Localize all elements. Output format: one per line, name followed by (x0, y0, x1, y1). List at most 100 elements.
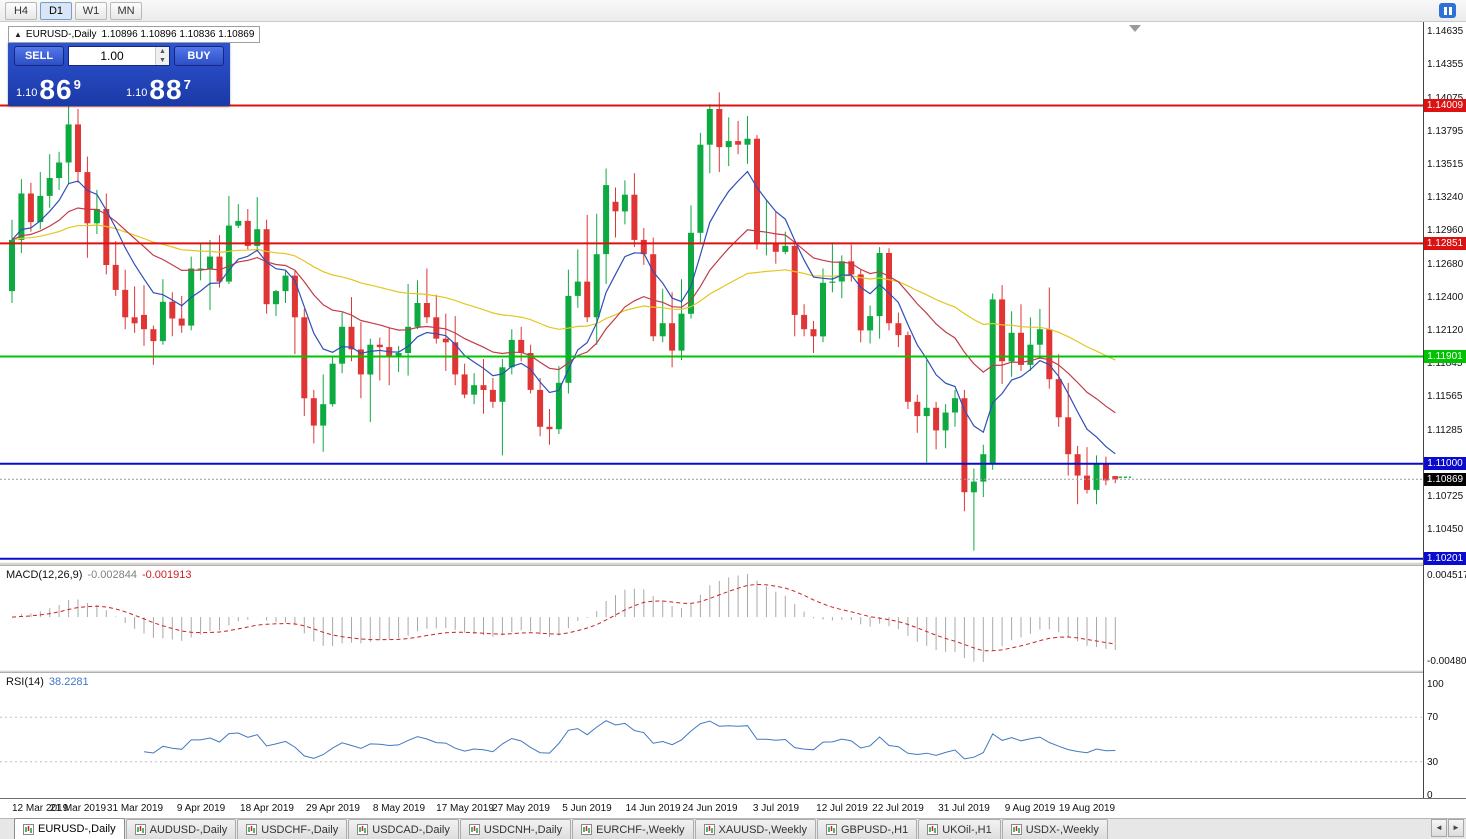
price-axis-label: 1.11285 (1427, 425, 1463, 436)
chart-icon (468, 824, 480, 835)
rsi-axis-label: 100 (1427, 679, 1444, 690)
collapse-panel-arrow[interactable]: ▲ (14, 29, 22, 39)
sell-price-sup: 9 (73, 77, 81, 92)
chart-icon (357, 824, 369, 835)
date-tick-label: 29 Apr 2019 (306, 803, 360, 814)
panel-separator[interactable] (0, 562, 1466, 566)
rsi-axis-label: 30 (1427, 757, 1439, 768)
chart-tabs: EURUSD-,Daily AUDUSD-,Daily USDCHF-,Daily U… (14, 818, 1109, 839)
price-axis-label: 1.14075 (1427, 93, 1463, 104)
panel-separator[interactable] (0, 670, 1466, 673)
timeframe-button-w1[interactable]: W1 (75, 2, 107, 20)
tab-label: UKOil-,H1 (942, 823, 992, 836)
date-tick-label: 27 May 2019 (492, 803, 550, 814)
price-chart-panel[interactable] (0, 22, 1423, 562)
macd-label: MACD(12,26,9) -0.002844 -0.001913 (6, 569, 192, 581)
chart-shift-marker-icon[interactable] (1129, 25, 1141, 32)
ohlc-values: 1.10896 1.10896 1.10836 1.10869 (101, 28, 255, 40)
macd-name: MACD(12,26,9) (6, 569, 83, 581)
chart-icon (134, 824, 146, 835)
rsi-name: RSI(14) (6, 676, 44, 688)
chart-tab-audusd[interactable]: AUDUSD-,Daily (125, 819, 237, 839)
macd-signal-line (11, 583, 1116, 652)
volume-spinner: ▲ ▼ (155, 47, 169, 65)
rsi-indicator-panel[interactable] (0, 673, 1423, 798)
level-price-badge: 1.11000 (1424, 457, 1466, 470)
sell-price-prefix: 1.10 (16, 87, 38, 99)
macd-axis-min: -0.004806 (1427, 656, 1466, 667)
price-axis-label: 1.10450 (1427, 524, 1464, 535)
timeframe-group: H4 D1 W1 MN (5, 1, 145, 20)
level-price-badge: 1.10201 (1424, 552, 1466, 565)
level-price-badge: 1.14009 (1424, 99, 1466, 112)
chart-icon (703, 824, 715, 835)
timeframe-button-h4[interactable]: H4 (5, 2, 37, 20)
buy-price-big: 88 (149, 74, 183, 105)
date-tick-label: 12 Mar 2019 (12, 803, 69, 814)
time-axis[interactable]: 12 Mar 2019 21 Mar 2019 31 Mar 2019 9 Apr 2… (0, 798, 1466, 818)
chart-tab-ukoil[interactable]: UKOil-,H1 (918, 819, 1001, 839)
price-axis-label: 1.13515 (1427, 159, 1464, 170)
rsi-canvas[interactable] (0, 673, 1423, 798)
date-tick-label: 12 Jul 2019 (816, 803, 868, 814)
date-tick-label: 31 Jul 2019 (938, 803, 990, 814)
price-axis-label: 1.10725 (1427, 491, 1464, 502)
tab-scroll-buttons: ◄ ► (1431, 819, 1464, 837)
tab-label: USDCNH-,Daily (483, 823, 563, 836)
chart-tab-xauusd[interactable]: XAUUSD-,Weekly (694, 819, 816, 839)
rsi-axis-label: 0 (1427, 790, 1433, 801)
moving-average-line (11, 224, 1116, 361)
chart-tab-usdchf[interactable]: USDCHF-,Daily (237, 819, 348, 839)
toolbar: H4 D1 W1 MN (0, 0, 1466, 22)
level-price-badge: 1.12851 (1424, 237, 1466, 250)
date-tick-label: 22 Jul 2019 (872, 803, 924, 814)
macd-main-value: -0.002844 (87, 569, 137, 581)
price-axis-label: 1.12960 (1427, 225, 1464, 236)
chart-icon (825, 824, 837, 835)
price-chart-canvas[interactable] (0, 22, 1423, 562)
volume-input[interactable] (69, 47, 155, 65)
chart-tab-eurchf[interactable]: EURCHF-,Weekly (572, 819, 694, 839)
current-price-badge: 1.10869 (1424, 473, 1466, 486)
app-icon-bar (1448, 6, 1452, 15)
chart-tab-eurusd[interactable]: EURUSD-,Daily (14, 818, 125, 839)
symbol-title: EURUSD-,Daily (25, 28, 97, 40)
rsi-value: 38.2281 (48, 676, 89, 688)
rsi-line (143, 720, 1116, 760)
chart-icon (927, 824, 939, 835)
tab-label: USDX-,Weekly (1025, 823, 1099, 836)
volume-box: ▲ ▼ (68, 46, 170, 66)
chart-tab-usdx[interactable]: USDX-,Weekly (1001, 819, 1108, 839)
chart-tab-usdcad[interactable]: USDCAD-,Daily (348, 819, 459, 839)
volume-up-arrow[interactable]: ▲ (156, 47, 169, 56)
date-tick-label: 17 May 2019 (436, 803, 494, 814)
chart-tab-usdcnh[interactable]: USDCNH-,Daily (459, 819, 572, 839)
buy-button[interactable]: BUY (174, 46, 224, 66)
tab-label: AUDUSD-,Daily (149, 823, 228, 836)
tab-scroll-right-icon[interactable]: ► (1448, 819, 1464, 837)
macd-indicator-panel[interactable] (0, 566, 1423, 670)
chart-tabs-bar: EURUSD-,Daily AUDUSD-,Daily USDCHF-,Daily U… (0, 818, 1466, 839)
buy-price-prefix: 1.10 (126, 87, 148, 99)
macd-canvas[interactable] (0, 566, 1423, 670)
price-axis-label: 1.12400 (1427, 292, 1464, 303)
timeframe-button-mn[interactable]: MN (110, 2, 142, 20)
date-tick-label: 9 Apr 2019 (176, 803, 226, 814)
sell-price-display: 1.10 86 9 (16, 76, 81, 104)
date-tick-label: 19 Aug 2019 (1058, 803, 1116, 814)
tab-scroll-left-icon[interactable]: ◄ (1431, 819, 1447, 837)
moving-average-line (11, 207, 1116, 414)
chart-tab-gbpusd[interactable]: GBPUSD-,H1 (816, 819, 918, 839)
app-icon[interactable] (1439, 3, 1456, 18)
chart-icon (1010, 824, 1022, 835)
macd-signal-value: -0.001913 (141, 569, 192, 581)
sell-button[interactable]: SELL (14, 46, 64, 66)
price-scale[interactable]: 1.14635 1.14355 1.14075 1.13795 1.13515 1.132… (1423, 22, 1466, 801)
date-tick-label: 24 Jun 2019 (682, 803, 738, 814)
moving-average-line (11, 170, 1116, 455)
price-axis-label: 1.11845 (1427, 358, 1463, 369)
volume-down-arrow[interactable]: ▼ (156, 56, 169, 65)
rsi-axis-label: 70 (1427, 712, 1439, 723)
timeframe-button-d1[interactable]: D1 (40, 2, 72, 20)
price-axis-label: 1.12120 (1427, 325, 1464, 336)
